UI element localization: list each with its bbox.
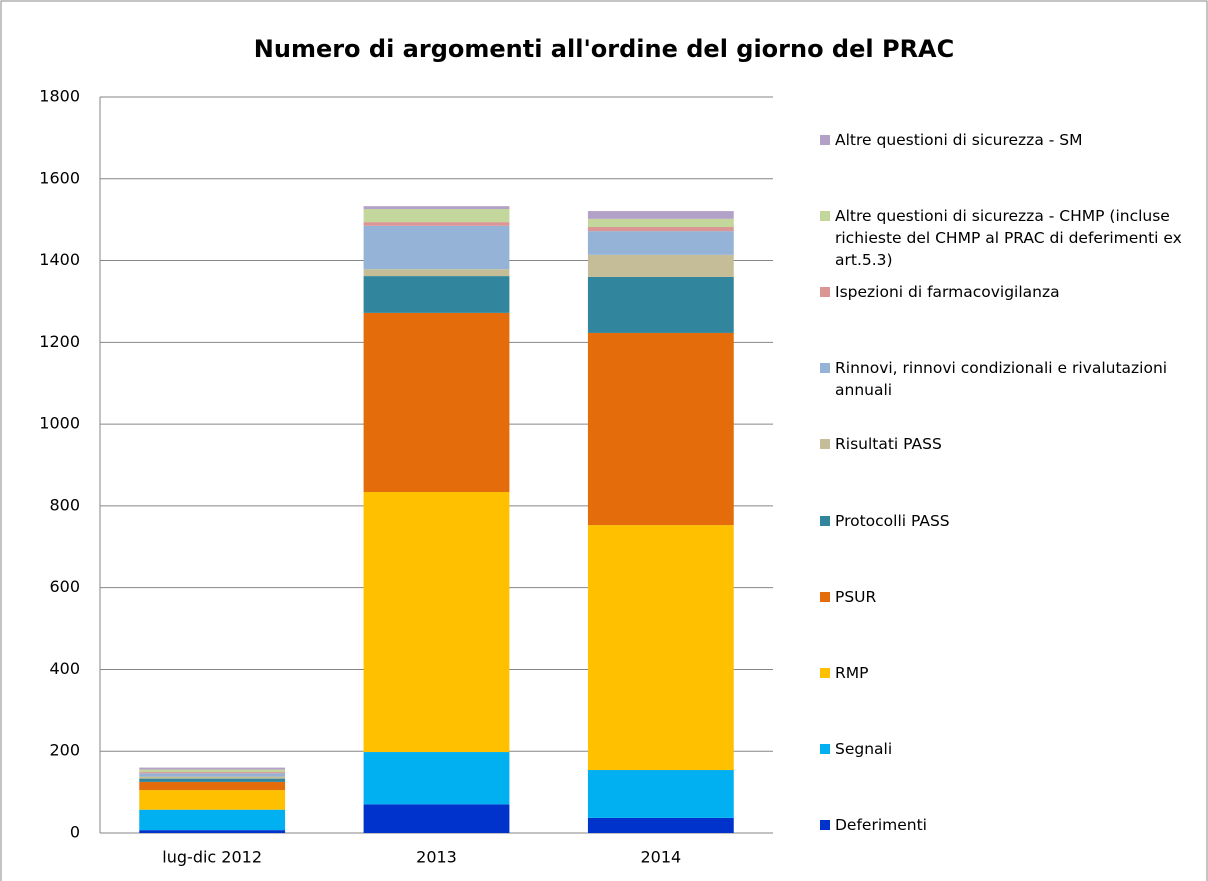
y-tick-label: 0: [70, 823, 80, 842]
bar-segment: [363, 206, 510, 210]
bar-segment: [139, 776, 286, 779]
bar-segment: [587, 231, 734, 255]
bar-segment: [139, 781, 286, 791]
bar-segment: [139, 773, 286, 777]
legend-label: Ispezioni di farmacovigilanza: [835, 283, 1060, 302]
legend-swatch: [820, 287, 830, 298]
chart-title: Numero di argomenti all'ordine del giorn…: [254, 35, 954, 63]
y-tick-label: 1000: [39, 414, 80, 433]
legend-label: Protocolli PASS: [835, 511, 950, 530]
y-tick-label: 400: [49, 659, 80, 678]
bar-segment: [587, 218, 734, 228]
legend-label: Risultati PASS: [835, 435, 942, 454]
legend-swatch: [820, 439, 830, 450]
legend-swatch: [820, 363, 830, 374]
bar-segment: [139, 830, 286, 833]
bar-segment: [363, 276, 510, 313]
legend-item: Risultati PASS: [820, 433, 1200, 455]
bar-segment: [139, 769, 286, 773]
legend-label: Altre questioni di sicurezza - SM: [835, 131, 1083, 149]
bar-segment: [139, 778, 286, 782]
legend-item: Ispezioni di farmacovigilanza: [820, 281, 1200, 303]
bar-segment: [587, 276, 734, 333]
legend-item: Altre questioni di sicurezza - CHMP (inc…: [820, 205, 1200, 271]
legend-item: Segnali: [820, 738, 1200, 760]
bar-segment: [363, 269, 510, 277]
bar-segment: [363, 491, 510, 753]
y-tick-label: 800: [49, 495, 80, 514]
legend-swatch: [820, 211, 830, 222]
y-tick-label: 200: [49, 741, 80, 760]
legend-label: PSUR: [835, 587, 877, 606]
x-tick-label: 2013: [416, 848, 457, 867]
bar-segment: [363, 222, 510, 226]
x-tick-label: lug-dic 2012: [162, 848, 262, 867]
bar-segment: [587, 227, 734, 232]
bar-segment: [139, 772, 286, 774]
legend-swatch: [820, 135, 830, 145]
y-tick-label: 1400: [39, 250, 80, 269]
legend-label: Segnali: [835, 739, 893, 758]
legend-label: Rinnovi, rinnovi condizionali e rivaluta…: [835, 359, 1168, 400]
legend-item: PSUR: [820, 586, 1200, 608]
bar-segment: [139, 767, 286, 770]
bar-segment: [587, 332, 734, 526]
bar-segment: [587, 254, 734, 277]
bar-segment: [587, 817, 734, 833]
bar-segment: [363, 752, 510, 805]
legend-swatch: [820, 515, 830, 526]
legend-swatch: [820, 820, 830, 830]
bar-segment: [139, 790, 286, 810]
legend-item: Rinnovi, rinnovi condizionali e rivaluta…: [820, 357, 1200, 401]
x-tick-label: 2014: [640, 848, 681, 867]
legend-swatch: [820, 591, 830, 602]
legend-item: RMP: [820, 662, 1200, 684]
legend-label: RMP: [835, 663, 869, 682]
y-tick-label: 1200: [39, 332, 80, 351]
y-tick-label: 600: [49, 577, 80, 596]
bar-segment: [363, 225, 510, 270]
legend-item: Protocolli PASS: [820, 510, 1200, 532]
legend-swatch: [820, 667, 830, 678]
bar-segment: [363, 804, 510, 833]
bar-segment: [587, 770, 734, 818]
bar-segment: [363, 312, 510, 492]
legend-label: Deferimenti: [835, 816, 927, 834]
legend-label: Altre questioni di sicurezza - CHMP (inc…: [835, 207, 1182, 270]
y-tick-label: 1600: [39, 168, 80, 187]
legend-swatch: [820, 743, 830, 754]
bar-segment: [587, 211, 734, 219]
bar-segment: [139, 809, 286, 831]
legend-item: Altre questioni di sicurezza - SM: [820, 129, 1200, 151]
bar-segment: [363, 209, 510, 223]
bar-segment: [587, 525, 734, 771]
y-tick-label: 1800: [39, 87, 80, 106]
legend-item: Deferimenti: [820, 814, 1200, 836]
